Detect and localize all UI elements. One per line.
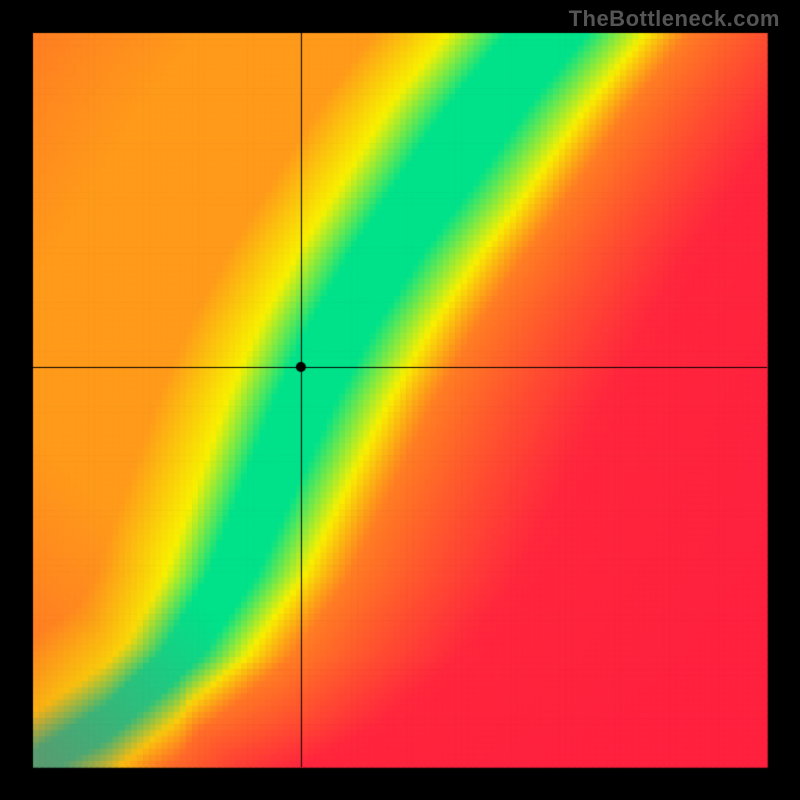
- chart-container: TheBottleneck.com: [0, 0, 800, 800]
- bottleneck-heatmap: [0, 0, 800, 800]
- watermark-text: TheBottleneck.com: [569, 6, 780, 32]
